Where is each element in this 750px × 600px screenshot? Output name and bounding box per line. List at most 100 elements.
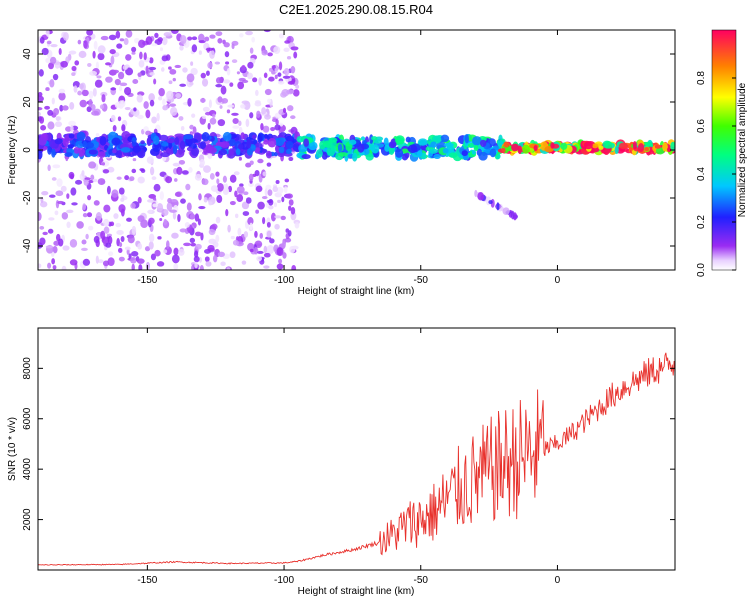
heatmap-blob [107,257,115,266]
heatmap-blob [215,234,220,243]
heatmap-blob [295,84,300,89]
heatmap-blob [204,256,210,262]
heatmap-blob [207,62,213,69]
heatmap-blob [172,145,178,155]
heatmap-blob [179,228,187,233]
heatmap-blob [50,44,58,48]
heatmap-blob [40,197,44,204]
heatmap-blob [189,81,194,86]
heatmap-blob [234,213,239,219]
heatmap-blob [183,134,194,140]
heatmap-blob [143,52,147,61]
heatmap-blob [262,171,267,177]
heatmap-blob [287,80,295,85]
heatmap-blob [328,137,338,143]
heatmap-blob [550,142,555,149]
heatmap-blob [118,187,125,195]
heatmap-blob [225,61,230,65]
heatmap-blob [666,147,672,153]
heatmap-blob [191,44,198,53]
heatmap-blob [44,105,50,110]
heatmap-blob [148,241,154,250]
heatmap-blob [276,247,284,257]
heatmap-blob [215,171,220,177]
heatmap-blob [121,147,131,153]
heatmap-blob [654,144,662,149]
heatmap-blob [94,79,103,88]
heatmap-blob [97,259,104,264]
heatmap-blob [204,36,210,42]
x-tick-label: 0 [555,575,561,586]
heatmap-blob [257,158,264,164]
heatmap-blob [229,174,237,183]
heatmap-blob [77,39,82,45]
heatmap-blob [95,61,100,70]
x-tick-label: -50 [414,275,429,286]
heatmap-blob [38,69,44,77]
heatmap-blob [66,148,75,154]
heatmap-blob [637,142,645,153]
heatmap-blob [442,148,449,154]
heatmap-blob [257,201,265,210]
heatmap-blob [124,175,130,181]
heatmap-blob [276,263,284,270]
heatmap-blob [480,139,487,148]
heatmap-blob [221,98,229,104]
heatmap-blob [205,261,212,267]
heatmap-blob [632,141,637,150]
heatmap-blob [112,124,117,132]
heatmap-blob [268,76,275,82]
heatmap-blob [76,221,84,229]
heatmap-blob [618,142,629,150]
heatmap-blob [284,178,290,183]
heatmap-blob [47,145,52,155]
heatmap-blob [266,221,271,228]
heatmap-blob [231,43,235,50]
heatmap-blob [264,188,268,197]
heatmap-blob [208,99,212,108]
heatmap-blob [45,87,50,91]
heatmap-blob [223,79,231,84]
heatmap-blob [119,82,128,87]
heatmap-blob [42,231,48,236]
heatmap-blob [88,90,94,99]
heatmap-blob [278,146,285,154]
heatmap-blob [283,68,290,76]
heatmap-blob [151,176,157,181]
heatmap-blob [212,254,218,263]
heatmap-blob [156,261,165,267]
heatmap-blob [232,239,239,246]
heatmap-blob [218,149,228,156]
heatmap-blob [266,245,275,254]
heatmap-blob [69,101,75,110]
heatmap-blob [188,166,193,173]
heatmap-blob [208,201,213,206]
heatmap-blob [267,138,277,148]
heatmap-blob [267,52,273,57]
heatmap-blob [433,153,441,159]
heatmap-blob [207,244,215,252]
heatmap-blob [199,141,207,149]
heatmap-blob [167,138,176,144]
heatmap-blob [154,32,159,38]
heatmap-blob [145,261,151,270]
heatmap-blob [97,52,105,61]
heatmap-blob [583,141,593,150]
heatmap-blob [158,134,169,142]
heatmap-blob [290,207,296,215]
heatmap-blob [205,70,210,76]
heatmap-blob [67,144,75,149]
heatmap-blob [256,255,262,262]
heatmap-blob [47,164,51,172]
heatmap-blob [301,154,311,160]
heatmap-blob [183,242,191,247]
heatmap-blob [284,40,290,44]
heatmap-blob [159,217,163,222]
heatmap-blob [57,200,65,205]
heatmap-blob [65,126,72,132]
heatmap-blob [87,62,92,67]
heatmap-blob [217,96,223,103]
heatmap-blob [137,243,143,250]
heatmap-blob [271,70,276,75]
heatmap-blob [477,192,485,201]
